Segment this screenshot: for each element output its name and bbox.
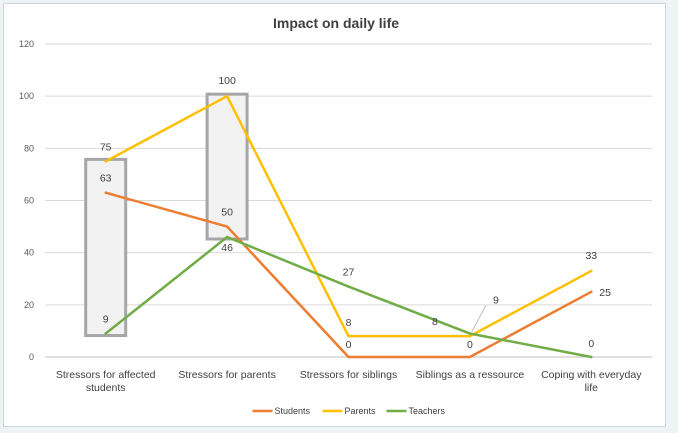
parents-point <box>347 334 350 338</box>
teachers-point <box>347 285 350 288</box>
data-labels: 75 63 9 100 50 46 27 8 0 8 0 9 33 25 0 <box>100 75 611 351</box>
data-label: 46 <box>221 242 233 254</box>
parents-point <box>225 94 229 98</box>
parents-point <box>468 334 472 338</box>
data-label: 9 <box>103 314 109 326</box>
students-point <box>347 355 350 359</box>
x-category-label: Stressors for siblings <box>300 369 397 381</box>
students-point <box>104 191 107 194</box>
data-label: 0 <box>588 338 594 350</box>
x-category-label: Stressors for parents <box>178 369 275 381</box>
data-label: 0 <box>346 339 352 351</box>
data-label: 100 <box>218 75 236 87</box>
data-label: 33 <box>585 250 597 262</box>
highlight-box <box>205 92 249 241</box>
legend-label-teachers: Teachers <box>409 406 446 416</box>
teachers-point <box>590 355 593 359</box>
x-category-label: students <box>86 382 126 394</box>
parents-point <box>104 160 107 163</box>
students-point <box>225 225 229 228</box>
y-tick-label: 100 <box>19 91 34 101</box>
x-category-label: life <box>585 382 599 394</box>
teachers-point <box>104 332 107 335</box>
data-label: 50 <box>221 207 233 219</box>
parents-line <box>104 94 593 338</box>
x-category-label: Coping with everyday <box>541 369 642 381</box>
legend: Students Parents Teachers <box>252 406 446 416</box>
teachers-point <box>468 332 472 335</box>
chart-title: Impact on daily life <box>273 15 399 31</box>
teachers-point <box>225 235 229 239</box>
legend-label-parents: Parents <box>345 406 377 416</box>
data-label: 9 <box>493 295 499 307</box>
series-lines <box>104 94 593 359</box>
leader-line <box>471 305 487 332</box>
y-tick-label: 80 <box>24 143 34 153</box>
y-tick-label: 40 <box>24 248 34 258</box>
grid <box>45 43 652 358</box>
data-label: 75 <box>100 141 112 153</box>
y-tick-label: 120 <box>19 39 34 49</box>
data-label: 27 <box>343 267 355 279</box>
data-label: 25 <box>599 287 611 299</box>
data-label: 8 <box>346 317 352 329</box>
y-tick-label: 0 <box>29 352 34 362</box>
highlight-boxes <box>84 92 249 338</box>
highlight-box <box>84 157 128 338</box>
y-tick-label: 60 <box>24 196 34 206</box>
students-point <box>468 355 472 359</box>
data-label: 8 <box>432 316 438 328</box>
x-category-label: Siblings as a ressource <box>416 369 525 381</box>
data-label: 63 <box>100 173 112 185</box>
parents-point <box>590 269 593 273</box>
data-label: 0 <box>467 339 473 351</box>
y-tick-label: 20 <box>24 300 34 310</box>
students-point <box>590 290 593 293</box>
x-category-label: Stressors for affected <box>56 369 156 381</box>
legend-label-students: Students <box>275 406 311 416</box>
